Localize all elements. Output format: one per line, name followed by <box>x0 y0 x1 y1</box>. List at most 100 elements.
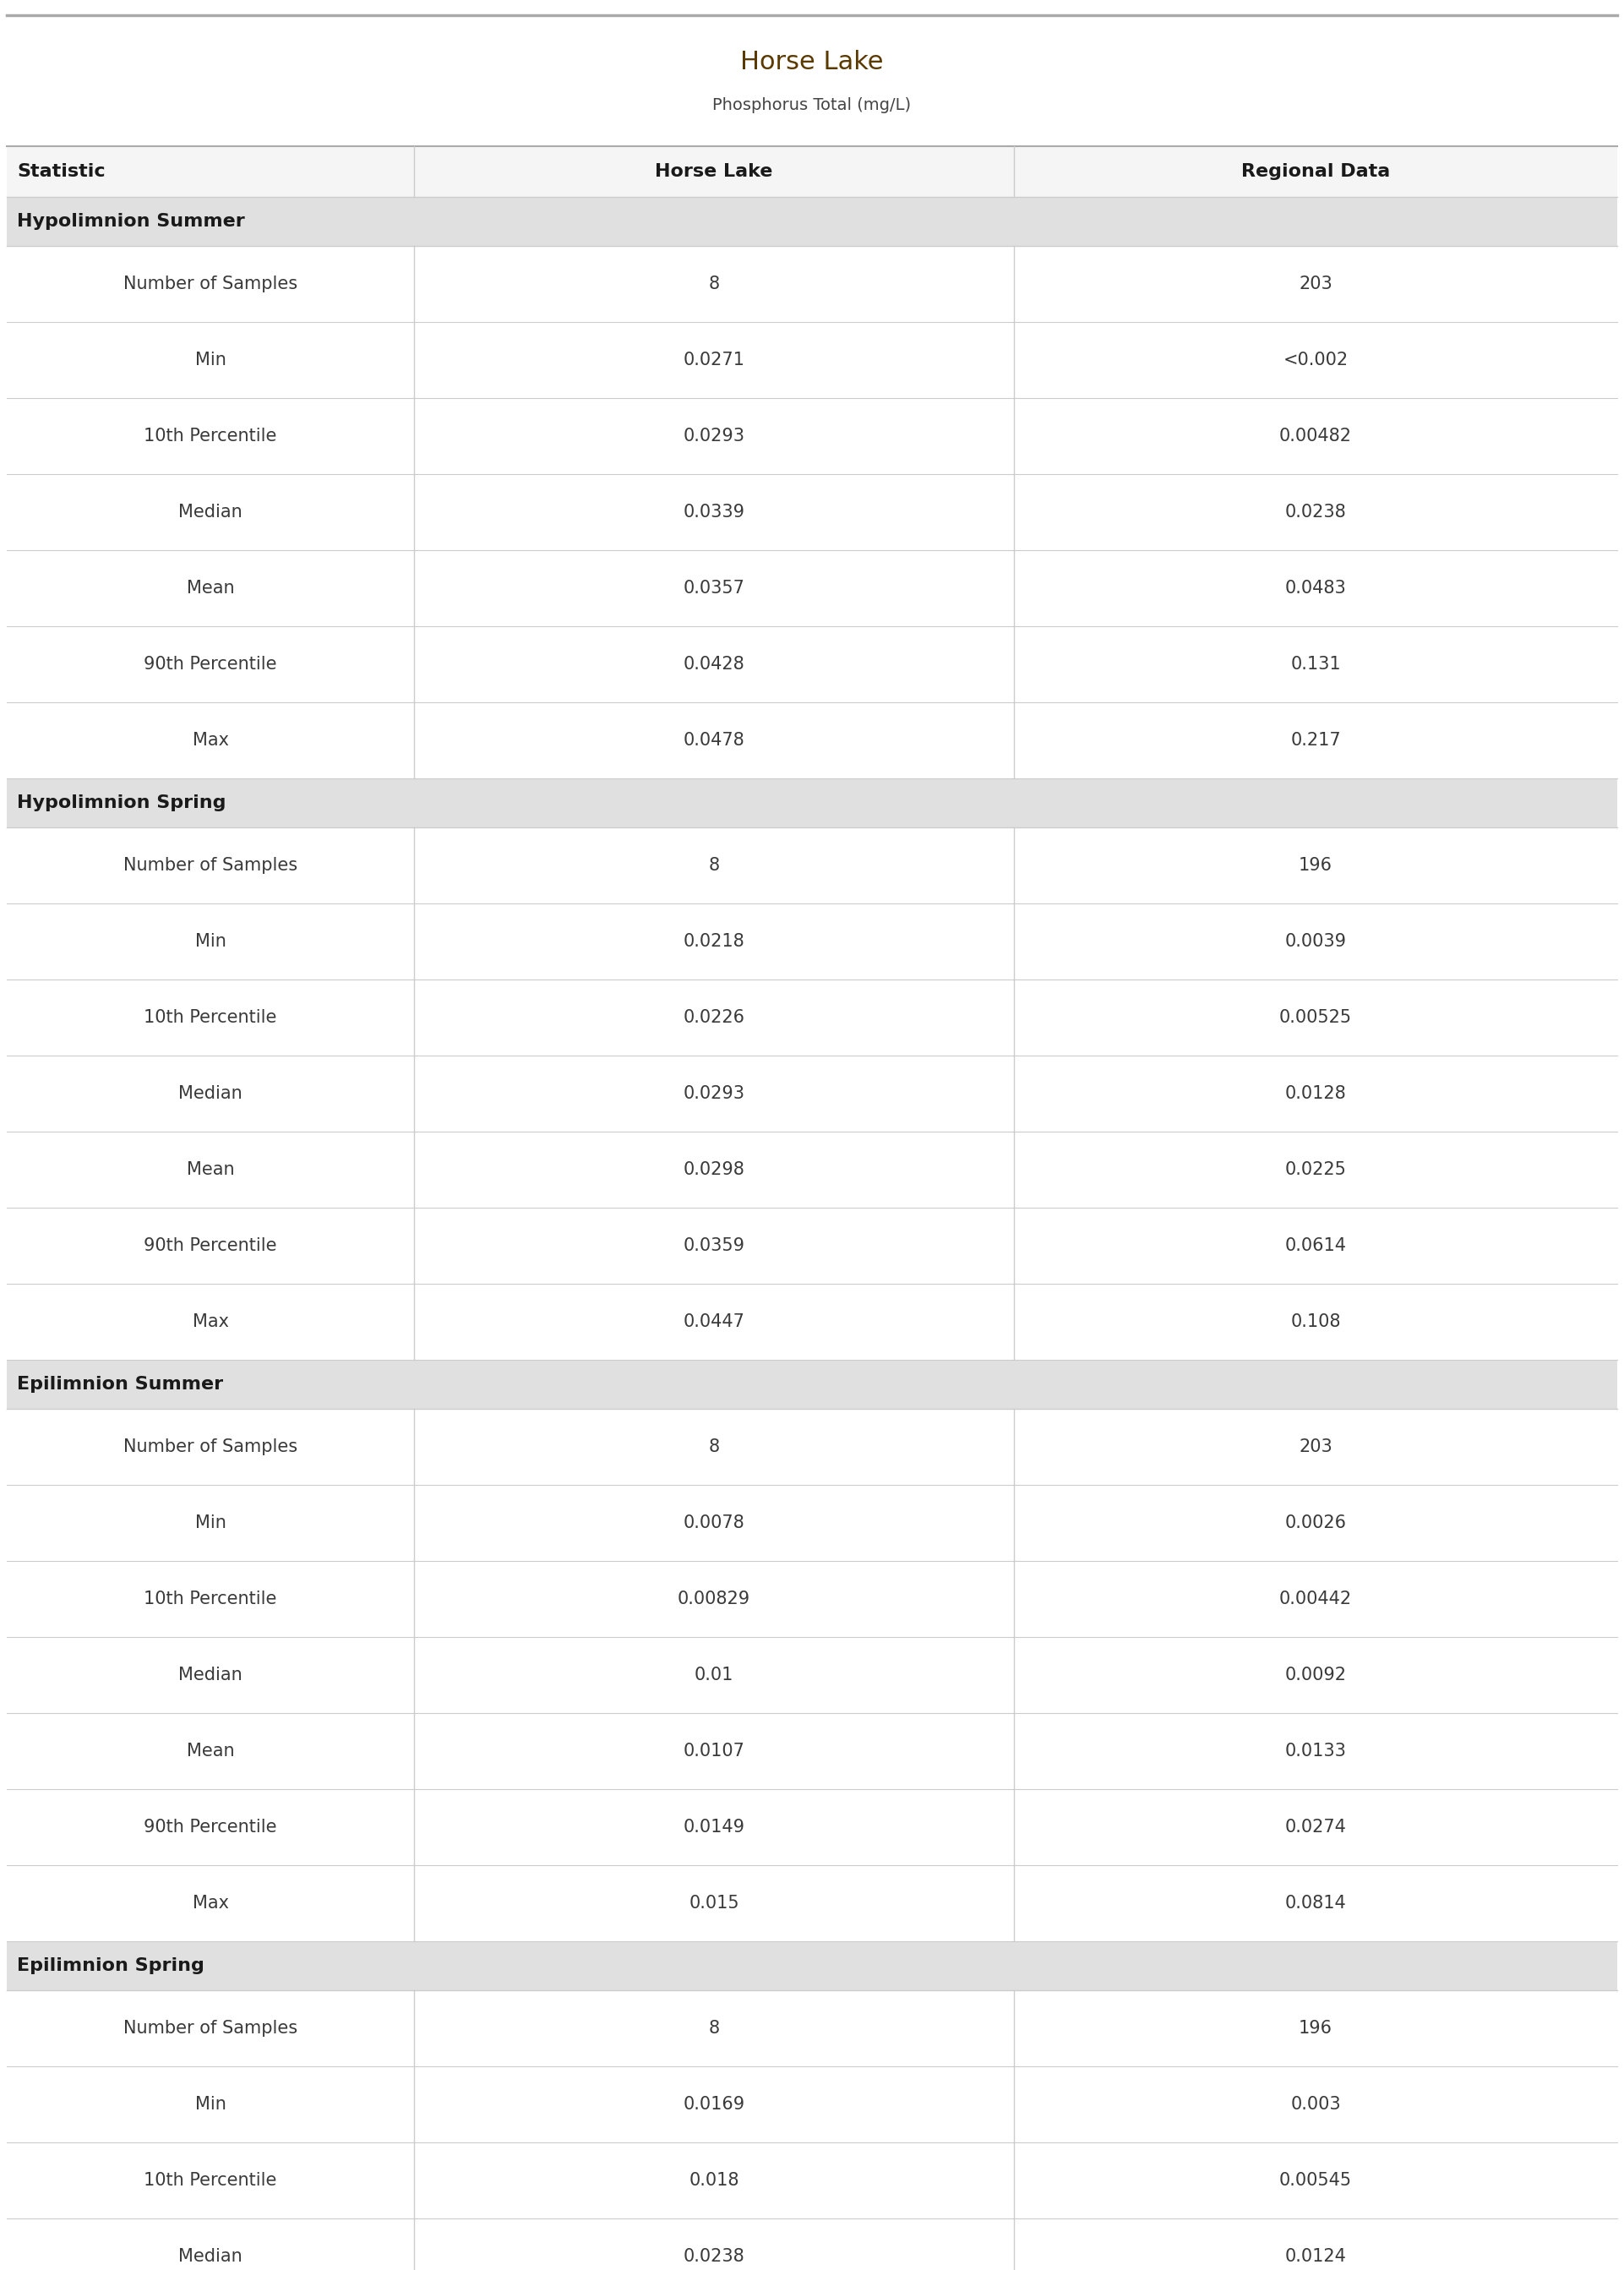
Text: 0.0814: 0.0814 <box>1285 1895 1346 1911</box>
Text: 0.0339: 0.0339 <box>684 504 745 520</box>
Text: 10th Percentile: 10th Percentile <box>145 1591 276 1607</box>
Bar <box>6 1056 1618 1133</box>
Text: 0.0614: 0.0614 <box>1285 1237 1346 1253</box>
Text: 90th Percentile: 90th Percentile <box>145 1818 278 1836</box>
Text: 0.0218: 0.0218 <box>684 933 745 949</box>
Text: 0.217: 0.217 <box>1291 731 1341 749</box>
Bar <box>6 779 1618 826</box>
Text: 0.0039: 0.0039 <box>1285 933 1346 949</box>
Text: 0.0124: 0.0124 <box>1285 2247 1346 2265</box>
Text: 0.0078: 0.0078 <box>684 1514 745 1532</box>
Text: Median: Median <box>179 2247 242 2265</box>
Text: Mean: Mean <box>187 579 234 597</box>
Bar <box>6 1637 1618 1714</box>
Text: 8: 8 <box>708 858 719 874</box>
Text: 10th Percentile: 10th Percentile <box>145 2172 276 2188</box>
Text: 0.00442: 0.00442 <box>1280 1591 1351 1607</box>
Bar <box>6 1133 1618 1208</box>
Text: Max: Max <box>192 731 229 749</box>
Text: Median: Median <box>179 1666 242 1684</box>
Text: 203: 203 <box>1299 275 1332 293</box>
Text: Min: Min <box>195 2095 226 2113</box>
Text: Epilimnion Summer: Epilimnion Summer <box>16 1376 222 1394</box>
Text: 203: 203 <box>1299 1439 1332 1455</box>
Text: 0.108: 0.108 <box>1291 1314 1341 1330</box>
Bar <box>6 903 1618 978</box>
Text: 196: 196 <box>1299 2020 1332 2036</box>
Text: 0.003: 0.003 <box>1291 2095 1341 2113</box>
Text: 0.0238: 0.0238 <box>1285 504 1346 520</box>
Text: <0.002: <0.002 <box>1283 352 1348 368</box>
Text: Epilimnion Spring: Epilimnion Spring <box>16 1957 205 1975</box>
Text: 0.0107: 0.0107 <box>684 1743 745 1759</box>
Text: 0.0478: 0.0478 <box>684 731 745 749</box>
Bar <box>6 1485 1618 1562</box>
Text: 0.0225: 0.0225 <box>1285 1162 1346 1178</box>
Bar <box>6 397 1618 474</box>
Text: Median: Median <box>179 1085 242 1101</box>
Text: 90th Percentile: 90th Percentile <box>145 1237 278 1253</box>
Text: 10th Percentile: 10th Percentile <box>145 1010 276 1026</box>
Text: 8: 8 <box>708 1439 719 1455</box>
Text: Mean: Mean <box>187 1162 234 1178</box>
Text: 0.0293: 0.0293 <box>684 427 745 445</box>
Text: 0.131: 0.131 <box>1291 656 1341 672</box>
Bar <box>6 197 1618 245</box>
Text: Horse Lake: Horse Lake <box>654 163 773 179</box>
Text: 0.0133: 0.0133 <box>1285 1743 1346 1759</box>
Bar <box>6 1208 1618 1285</box>
Text: 196: 196 <box>1299 858 1332 874</box>
Text: Mean: Mean <box>187 1743 234 1759</box>
Bar <box>6 322 1618 397</box>
Text: 0.0483: 0.0483 <box>1285 579 1346 597</box>
Text: 0.0359: 0.0359 <box>684 1237 745 1253</box>
Text: Statistic: Statistic <box>16 163 106 179</box>
Text: 0.0226: 0.0226 <box>684 1010 745 1026</box>
Bar <box>6 2143 1618 2218</box>
Bar <box>6 978 1618 1056</box>
Text: 0.0293: 0.0293 <box>684 1085 745 1101</box>
Text: 0.0428: 0.0428 <box>684 656 745 672</box>
Text: Min: Min <box>195 1514 226 1532</box>
Bar <box>6 2218 1618 2270</box>
Text: Regional Data: Regional Data <box>1241 163 1390 179</box>
Text: Number of Samples: Number of Samples <box>123 858 297 874</box>
Text: Median: Median <box>179 504 242 520</box>
Text: Max: Max <box>192 1314 229 1330</box>
Bar <box>6 549 1618 627</box>
Text: 0.0271: 0.0271 <box>684 352 745 368</box>
Bar <box>6 1714 1618 1789</box>
Bar <box>6 701 1618 779</box>
Bar <box>6 245 1618 322</box>
Bar <box>6 1562 1618 1637</box>
Text: 8: 8 <box>708 2020 719 2036</box>
Text: 0.0092: 0.0092 <box>1285 1666 1346 1684</box>
Text: 0.01: 0.01 <box>695 1666 734 1684</box>
Bar <box>6 1410 1618 1485</box>
Bar <box>6 145 1618 197</box>
Text: 0.0149: 0.0149 <box>684 1818 745 1836</box>
Text: 0.018: 0.018 <box>689 2172 739 2188</box>
Text: 0.0357: 0.0357 <box>684 579 745 597</box>
Bar <box>6 1285 1618 1360</box>
Text: Min: Min <box>195 352 226 368</box>
Bar <box>6 1866 1618 1941</box>
Text: 0.0447: 0.0447 <box>684 1314 745 1330</box>
Text: 10th Percentile: 10th Percentile <box>145 427 276 445</box>
Text: 0.015: 0.015 <box>689 1895 739 1911</box>
Bar <box>6 1941 1618 1991</box>
Bar <box>6 627 1618 701</box>
Bar <box>6 2066 1618 2143</box>
Text: Hypolimnion Summer: Hypolimnion Summer <box>16 213 245 229</box>
Text: 0.0298: 0.0298 <box>684 1162 745 1178</box>
Text: 0.0169: 0.0169 <box>684 2095 745 2113</box>
Text: 0.0128: 0.0128 <box>1285 1085 1346 1101</box>
Text: Hypolimnion Spring: Hypolimnion Spring <box>16 794 226 810</box>
Text: Number of Samples: Number of Samples <box>123 2020 297 2036</box>
Text: Max: Max <box>192 1895 229 1911</box>
Text: 90th Percentile: 90th Percentile <box>145 656 278 672</box>
Text: 0.0274: 0.0274 <box>1285 1818 1346 1836</box>
Text: 8: 8 <box>708 275 719 293</box>
Bar <box>6 1360 1618 1410</box>
Text: 0.0026: 0.0026 <box>1285 1514 1346 1532</box>
